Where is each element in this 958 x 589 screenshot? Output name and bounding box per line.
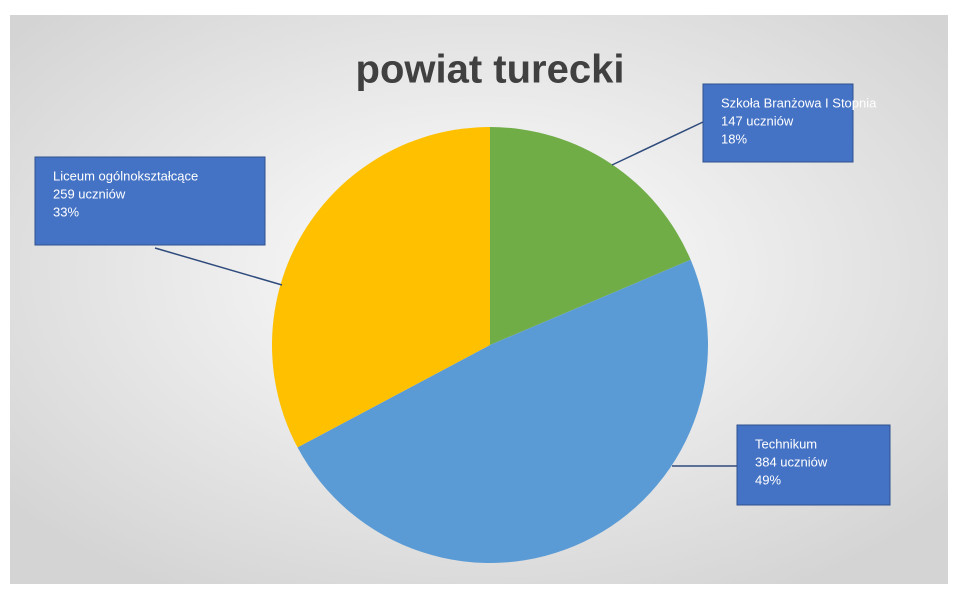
pie-slice <box>297 259 708 564</box>
data-label: Liceum ogólnokształcące <box>53 168 198 183</box>
chart-title: powiat turecki <box>356 48 625 92</box>
label-box <box>736 424 891 506</box>
data-label: 33% <box>53 204 79 219</box>
pie-slice <box>490 127 691 345</box>
data-label: 18% <box>721 131 747 146</box>
data-label: 384 uczniów <box>755 454 828 469</box>
data-label: Technikum <box>755 436 817 451</box>
data-label: Szkoła Branżowa I Stopnia <box>721 95 877 110</box>
leader-line <box>611 121 704 166</box>
label-box <box>702 83 854 163</box>
leader-line <box>154 247 283 286</box>
data-label: 147 uczniów <box>721 113 794 128</box>
label-box <box>34 156 266 246</box>
data-label: 49% <box>755 472 781 487</box>
pie-slice <box>271 127 490 448</box>
data-label: 259 uczniów <box>53 186 126 201</box>
